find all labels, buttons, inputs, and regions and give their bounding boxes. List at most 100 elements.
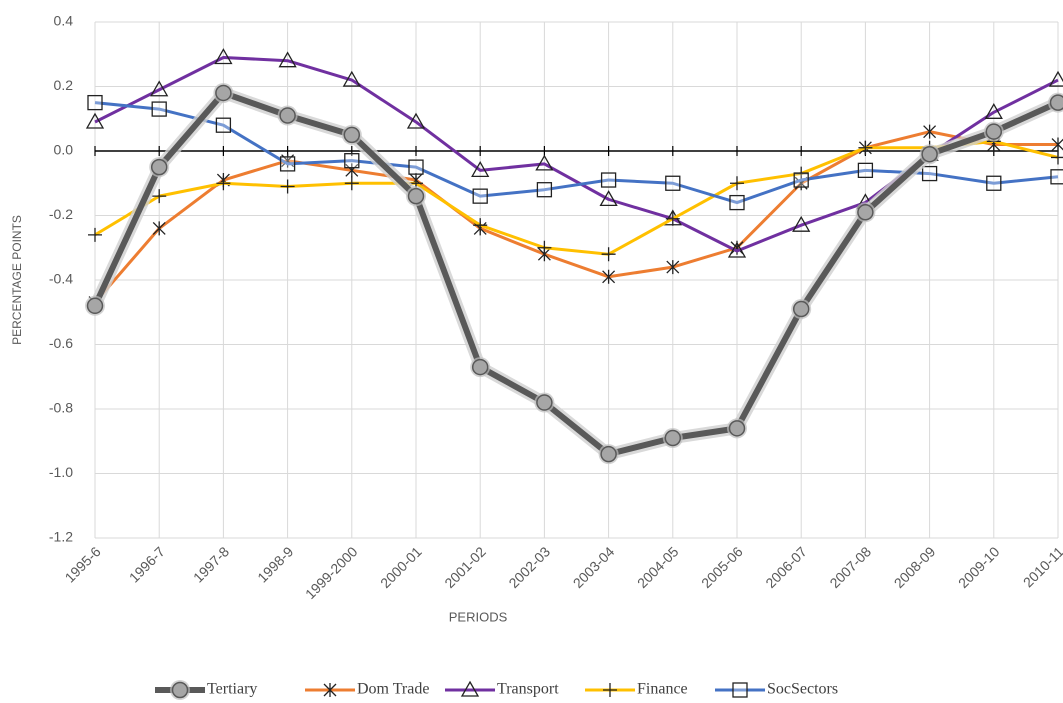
x-tick-label: 2003-04 bbox=[570, 543, 618, 591]
point-marker bbox=[86, 297, 104, 315]
x-tick-label: 2001-02 bbox=[441, 543, 489, 591]
point bbox=[729, 194, 745, 211]
point bbox=[460, 680, 480, 697]
x-tick-label: 1997-8 bbox=[190, 543, 232, 585]
x-tick-label: 2000-01 bbox=[377, 543, 425, 591]
point bbox=[216, 176, 231, 191]
point bbox=[85, 112, 105, 129]
x-tick-label: 2005-06 bbox=[698, 543, 746, 591]
point bbox=[983, 121, 1004, 142]
point bbox=[1051, 150, 1063, 165]
y-tick-label: -1.2 bbox=[49, 529, 73, 545]
point-marker bbox=[1049, 94, 1063, 111]
point bbox=[215, 117, 232, 133]
point bbox=[406, 112, 426, 129]
point bbox=[214, 48, 233, 65]
point-marker bbox=[279, 107, 296, 124]
point-marker bbox=[407, 187, 425, 205]
point bbox=[473, 218, 488, 233]
point bbox=[341, 124, 362, 145]
x-tick-label: 1998-9 bbox=[254, 543, 296, 585]
point bbox=[278, 51, 297, 68]
legend-item: Tertiary bbox=[155, 680, 257, 700]
point bbox=[344, 176, 359, 191]
point bbox=[1048, 92, 1063, 113]
point bbox=[471, 161, 490, 177]
point bbox=[323, 683, 337, 697]
point bbox=[408, 159, 424, 175]
legend-label: Finance bbox=[637, 681, 688, 698]
point bbox=[919, 144, 940, 165]
point bbox=[277, 105, 298, 126]
point bbox=[279, 156, 296, 172]
legend-label: Transport bbox=[497, 681, 559, 698]
point bbox=[470, 357, 491, 378]
point bbox=[727, 241, 747, 258]
point bbox=[152, 221, 166, 236]
point bbox=[730, 176, 744, 191]
point-marker bbox=[921, 145, 938, 163]
x-tick-label: 2004-05 bbox=[634, 543, 682, 591]
legend-item: Transport bbox=[445, 681, 559, 698]
point bbox=[472, 188, 488, 204]
x-tick-label: 1995-6 bbox=[62, 543, 104, 585]
series bbox=[85, 48, 1063, 258]
legend-label: Tertiary bbox=[207, 681, 257, 698]
y-tick-label: -0.2 bbox=[49, 206, 73, 222]
x-tick-label: 2007-08 bbox=[826, 543, 874, 591]
point bbox=[921, 165, 938, 182]
point-marker bbox=[471, 358, 489, 376]
legend-item: Finance bbox=[585, 681, 688, 698]
series bbox=[87, 94, 1063, 211]
point bbox=[406, 186, 426, 207]
point bbox=[88, 227, 102, 242]
point bbox=[984, 102, 1003, 119]
point bbox=[150, 80, 169, 97]
point bbox=[857, 162, 874, 179]
point bbox=[923, 124, 937, 139]
point bbox=[535, 154, 554, 171]
point bbox=[662, 428, 683, 449]
y-tick-label: -1.0 bbox=[49, 464, 73, 480]
point-marker bbox=[215, 84, 232, 102]
point-marker bbox=[792, 300, 810, 318]
point bbox=[85, 295, 105, 316]
point bbox=[598, 444, 619, 465]
point bbox=[345, 163, 359, 178]
point-marker bbox=[857, 204, 874, 221]
x-tick-label: 2002-03 bbox=[505, 543, 553, 591]
point bbox=[151, 101, 167, 117]
y-tick-label: -0.6 bbox=[49, 335, 73, 351]
point bbox=[599, 190, 618, 207]
point-marker bbox=[150, 158, 168, 176]
point bbox=[732, 682, 748, 698]
y-tick-label: 0.2 bbox=[54, 77, 74, 93]
series bbox=[88, 134, 1063, 262]
point bbox=[1051, 137, 1063, 152]
point bbox=[1048, 70, 1063, 87]
x-tick-label: 1999-2000 bbox=[302, 543, 361, 602]
point-marker bbox=[728, 420, 746, 437]
line bbox=[94, 101, 1059, 205]
point bbox=[727, 418, 747, 439]
point bbox=[280, 179, 295, 194]
point bbox=[792, 215, 811, 232]
line bbox=[92, 89, 1060, 458]
point bbox=[666, 260, 680, 275]
point bbox=[986, 175, 1002, 191]
point-marker bbox=[664, 429, 682, 447]
point bbox=[855, 202, 876, 223]
legend-label: SocSectors bbox=[767, 681, 838, 698]
point bbox=[793, 172, 809, 188]
x-tick-label: 2009-10 bbox=[955, 543, 1003, 591]
line bbox=[94, 139, 1059, 256]
y-tick-label: 0.0 bbox=[54, 142, 74, 158]
x-axis-label: PERIODS bbox=[449, 609, 508, 624]
y-tick-label: -0.8 bbox=[49, 400, 73, 416]
series bbox=[85, 82, 1063, 465]
point bbox=[344, 153, 360, 169]
point bbox=[536, 182, 553, 198]
point-marker bbox=[985, 123, 1003, 140]
point bbox=[534, 392, 555, 413]
